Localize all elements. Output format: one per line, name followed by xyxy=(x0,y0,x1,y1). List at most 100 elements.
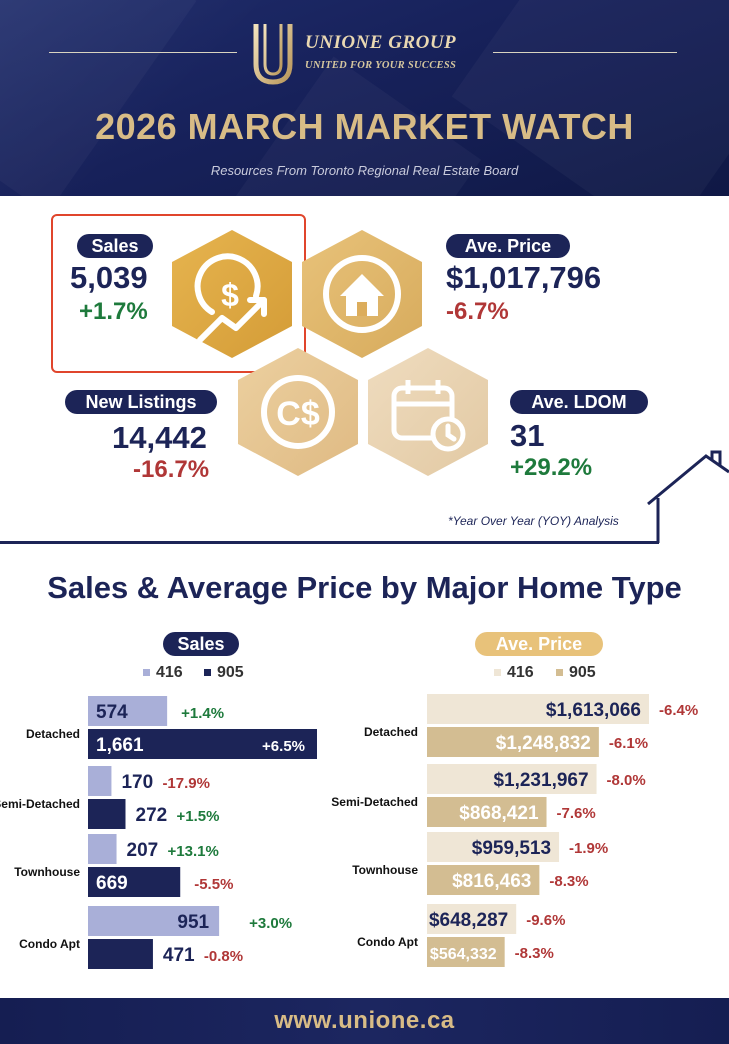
avg-price-value: $1,017,796 xyxy=(446,260,602,295)
price-change-label: -6.1% xyxy=(609,735,648,752)
price-legend-416: 416 xyxy=(494,664,534,682)
sales-change-label: +6.5% xyxy=(262,738,305,755)
sales-value-label: 207 xyxy=(127,840,159,861)
price-chart-title-pill: Ave. Price xyxy=(475,632,603,656)
sales-change-label: -0.8% xyxy=(204,948,243,965)
sales-bar xyxy=(88,834,117,864)
chart-section-title: Sales & Average Price by Major Home Type xyxy=(47,570,682,605)
avg-ldom-value: 31 xyxy=(510,418,545,453)
sales-value-label: 1,661 xyxy=(96,735,144,756)
price-bar xyxy=(427,727,599,757)
legend-label: 416 xyxy=(507,664,534,681)
hex-avg-ldom xyxy=(368,348,488,476)
avg-ldom-change: +29.2% xyxy=(510,454,593,481)
yoy-note: *Year Over Year (YOY) Analysis xyxy=(448,514,619,528)
avg-ldom-label-pill: Ave. LDOM xyxy=(510,390,648,414)
price-value-label: $959,513 xyxy=(472,838,551,859)
sales-label-pill: Sales xyxy=(77,234,153,258)
category-label: Semi-Detached xyxy=(331,795,418,809)
footer: www.unione.ca xyxy=(0,998,729,1044)
new-listings-change: -16.7% xyxy=(133,456,210,483)
category-label: Townhouse xyxy=(14,865,80,879)
category-label: Condo Apt xyxy=(357,935,418,949)
category-label: Detached xyxy=(26,727,80,741)
price-value-label: $816,463 xyxy=(452,871,531,892)
section-divider xyxy=(0,541,659,544)
website-link[interactable]: www.unione.ca xyxy=(274,1007,455,1034)
sales-chart-title-pill: Sales xyxy=(163,632,239,656)
sales-value-label: 574 xyxy=(96,702,128,723)
category-label: Detached xyxy=(364,725,418,739)
header-rule-right xyxy=(493,52,677,53)
sales-bar xyxy=(88,906,220,936)
price-bar xyxy=(427,832,560,862)
price-change-label: -6.4% xyxy=(659,702,698,719)
price-value-label: $564,332 xyxy=(430,946,497,963)
sales-value: 5,039 xyxy=(70,260,148,295)
home-type-bar-charts: Detached 574 +1.4% 1,661 +6.5% Semi-Detached 1… xyxy=(0,694,698,969)
dollar-growth-icon: $ xyxy=(194,253,267,343)
brand-name: UNIONE GROUP xyxy=(305,32,457,53)
new-listings-value: 14,442 xyxy=(112,420,207,455)
sales-legend-416: 416 xyxy=(143,664,183,682)
sales-bar xyxy=(88,867,181,897)
price-change-label: -1.9% xyxy=(569,840,608,857)
price-bar xyxy=(427,797,547,827)
legend-label: 905 xyxy=(217,664,244,681)
price-bar xyxy=(427,937,505,967)
house-icon xyxy=(323,255,401,333)
house-outline-decoration xyxy=(647,450,729,543)
sales-bar xyxy=(88,799,126,829)
price-value-label: $868,421 xyxy=(459,803,539,824)
sales-value-label: 669 xyxy=(96,873,128,894)
header-rule-left xyxy=(49,52,237,53)
price-change-label: -8.0% xyxy=(607,772,646,789)
price-value-label: $648,287 xyxy=(429,910,508,931)
header-banner: UNIONE GROUP UNITED FOR YOUR SUCCESS 202… xyxy=(0,0,729,196)
svg-text:$: $ xyxy=(221,277,239,313)
sales-value-label: 951 xyxy=(177,912,209,933)
price-bar xyxy=(427,764,597,794)
page-title: 2026 MARCH MARKET WATCH xyxy=(95,106,634,147)
legend-swatch xyxy=(204,669,211,677)
legend-label: 416 xyxy=(156,664,183,681)
sales-change-label: +13.1% xyxy=(168,843,219,860)
hexagon-icon-cluster: $ C$ xyxy=(172,230,488,476)
calendar-clock-icon xyxy=(391,380,466,452)
price-change-label: -8.3% xyxy=(549,873,588,890)
legend-swatch xyxy=(494,669,501,677)
sales-bar xyxy=(88,696,168,726)
new-listings-label-pill: New Listings xyxy=(65,390,217,414)
sales-bar xyxy=(88,766,112,796)
sales-legend-905: 905 xyxy=(204,664,244,682)
sales-change-label: +1.5% xyxy=(177,808,220,825)
legend-swatch xyxy=(143,669,150,677)
sales-change: +1.7% xyxy=(79,298,148,325)
category-label: Townhouse xyxy=(352,863,418,877)
hex-new-listings: C$ xyxy=(238,348,358,476)
sales-bar xyxy=(88,729,317,759)
canadian-dollar-icon: C$ xyxy=(261,375,335,449)
sales-change-label: -5.5% xyxy=(194,876,233,893)
unione-logo-icon xyxy=(253,24,293,85)
sales-value-label: 272 xyxy=(136,805,168,826)
price-bar xyxy=(427,865,540,895)
price-bar xyxy=(427,904,517,934)
sales-change-label: +1.4% xyxy=(181,705,224,722)
avg-price-label-pill: Ave. Price xyxy=(446,234,570,258)
price-change-label: -7.6% xyxy=(557,805,596,822)
legend-swatch xyxy=(556,669,563,677)
hex-sales: $ xyxy=(172,230,292,358)
price-legend-905: 905 xyxy=(556,664,596,682)
hex-avg-price xyxy=(302,230,422,358)
sales-value-label: 471 xyxy=(163,945,195,966)
category-label: Semi-Detached xyxy=(0,797,80,811)
category-label: Condo Apt xyxy=(19,937,80,951)
page-subtitle: Resources From Toronto Regional Real Est… xyxy=(210,163,519,178)
sales-change-label: +3.0% xyxy=(249,915,292,932)
price-change-label: -8.3% xyxy=(515,945,554,962)
price-value-label: $1,248,832 xyxy=(496,733,591,754)
price-value-label: $1,231,967 xyxy=(493,770,588,791)
svg-text:C$: C$ xyxy=(276,395,320,433)
sales-change-label: -17.9% xyxy=(162,775,210,792)
